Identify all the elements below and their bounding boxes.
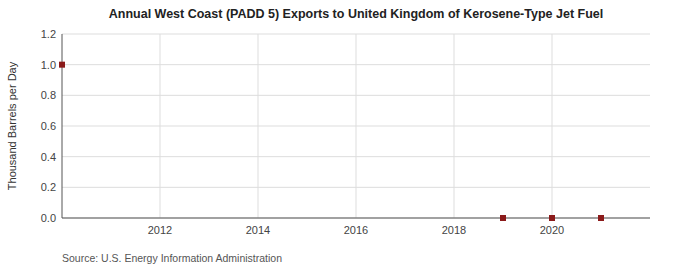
- title: Annual West Coast (PADD 5) Exports to Un…: [109, 7, 604, 21]
- x-grid-line: [454, 34, 455, 218]
- y-tick-label: 0.0: [41, 212, 56, 224]
- y-axis-label: Thousand Barrels per Day: [6, 61, 18, 190]
- y-axis-line: [62, 34, 63, 218]
- y-tick-label: 0.4: [41, 151, 56, 163]
- y-tick-label: 0.2: [41, 181, 56, 193]
- x-tick-label: 2020: [540, 224, 564, 236]
- y-grid-line: [62, 218, 650, 219]
- y-tick-label: 0.6: [41, 120, 56, 132]
- x-tick-label: 2014: [246, 224, 270, 236]
- point: [500, 215, 506, 221]
- source-note: Source: U.S. Energy Information Administ…: [62, 252, 282, 264]
- x-grid-line: [258, 34, 259, 218]
- y-tick-label: 1.2: [41, 28, 56, 40]
- point: [598, 215, 604, 221]
- points: [59, 62, 604, 221]
- y-tick-label: 0.8: [41, 89, 56, 101]
- x-grid-line: [356, 34, 357, 218]
- point: [59, 62, 65, 68]
- x-tick-label: 2016: [344, 224, 368, 236]
- x-grid-line: [160, 34, 161, 218]
- x-tick-label: 2018: [442, 224, 466, 236]
- x-axis-line: [62, 218, 650, 219]
- x-tick-label: 2012: [148, 224, 172, 236]
- grid: [62, 34, 650, 218]
- chart: Annual West Coast (PADD 5) Exports to Un…: [0, 0, 675, 275]
- y-tick-label: 1.0: [41, 59, 56, 71]
- point: [549, 215, 555, 221]
- x-grid-line: [552, 34, 553, 218]
